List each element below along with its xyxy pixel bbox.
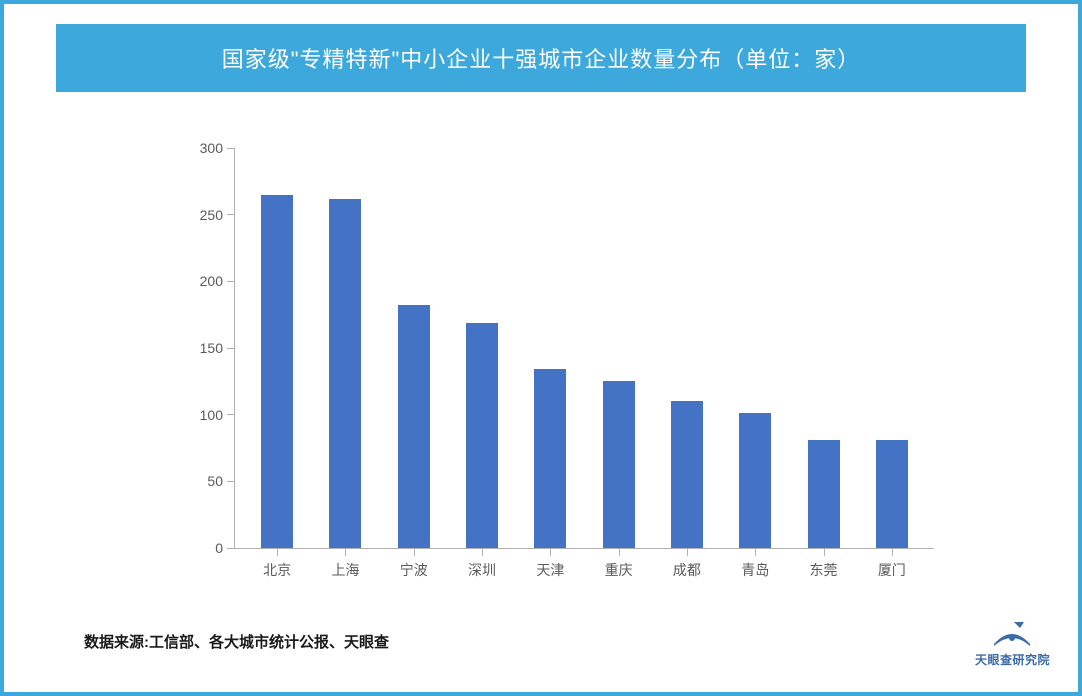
y-axis-label: 50 [207,473,223,489]
chart-title: 国家级"专精特新"中小企业十强城市企业数量分布（单位：家） [56,24,1026,92]
bar [603,381,635,548]
bar-slot: 成都 [653,149,721,548]
chart-area: 北京上海宁波深圳天津重庆成都青岛东莞厦门 050100150200250300 [184,139,944,589]
y-axis-label: 200 [200,273,223,289]
bar-slot: 北京 [243,149,311,548]
brand-name: 天眼查研究院 [975,651,1050,668]
bar [261,195,293,548]
plot-region: 北京上海宁波深圳天津重庆成都青岛东莞厦门 050100150200250300 [234,149,934,549]
chart-frame: 国家级"专精特新"中小企业十强城市企业数量分布（单位：家） 北京上海宁波深圳天津… [0,0,1082,696]
x-axis-tick [755,548,756,556]
x-axis-label: 天津 [536,560,564,580]
bar-slot: 重庆 [584,149,652,548]
x-axis-label: 成都 [673,560,701,580]
bar [329,199,361,548]
x-axis-tick [550,548,551,556]
bar [466,323,498,548]
y-axis-tick [227,414,235,415]
y-axis-label: 0 [215,540,223,556]
x-axis-tick [345,548,346,556]
y-axis-label: 100 [200,407,223,423]
x-axis-tick [277,548,278,556]
bar-slot: 东莞 [789,149,857,548]
x-axis-tick [482,548,483,556]
x-axis-tick [619,548,620,556]
bar-slot: 深圳 [448,149,516,548]
bar [398,305,430,548]
bar-slot: 上海 [311,149,379,548]
y-axis-tick [227,548,235,549]
bar-slot: 青岛 [721,149,789,548]
bar [671,401,703,548]
x-axis-label: 重庆 [605,560,633,580]
bar-slot: 厦门 [858,149,926,548]
brand-icon [990,618,1034,648]
bar [876,440,908,548]
y-axis-tick [227,148,235,149]
y-axis-tick [227,348,235,349]
x-axis-label: 青岛 [741,560,769,580]
x-axis-label: 宁波 [400,560,428,580]
bars-container: 北京上海宁波深圳天津重庆成都青岛东莞厦门 [235,149,934,548]
data-source-text: 数据来源:工信部、各大城市统计公报、天眼查 [84,631,389,652]
x-axis-label: 厦门 [878,560,906,580]
x-axis-label: 深圳 [468,560,496,580]
x-axis-tick [687,548,688,556]
bar-slot: 宁波 [380,149,448,548]
x-axis-tick [414,548,415,556]
y-axis-label: 250 [200,207,223,223]
bar [808,440,840,548]
x-axis-label: 东莞 [810,560,838,580]
x-axis-label: 北京 [263,560,291,580]
y-axis-label: 300 [200,140,223,156]
brand-logo: 天眼查研究院 [975,618,1050,668]
bar-slot: 天津 [516,149,584,548]
x-axis-tick [824,548,825,556]
y-axis-label: 150 [200,340,223,356]
y-axis-tick [227,214,235,215]
x-axis-label: 上海 [331,560,359,580]
y-axis-tick [227,281,235,282]
y-axis-tick [227,481,235,482]
bar [739,413,771,548]
bar [534,369,566,548]
x-axis-tick [892,548,893,556]
